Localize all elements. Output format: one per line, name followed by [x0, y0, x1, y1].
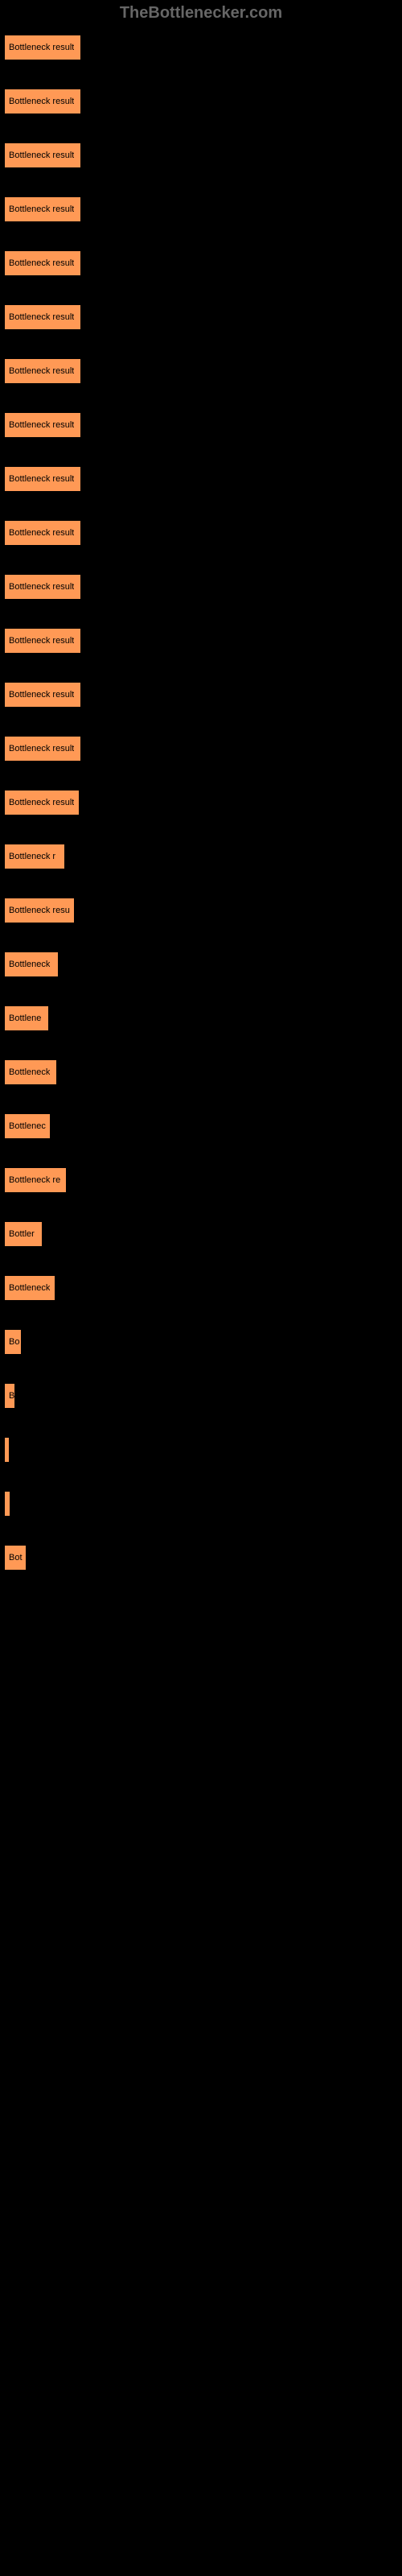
bar-label: Bottleneck result — [9, 690, 74, 700]
chart-row: Bot — [4, 1545, 398, 1571]
chart-row: Bottleneck result — [4, 142, 398, 168]
chart-row: Bottleneck re — [4, 1167, 398, 1193]
chart-bar[interactable]: Bottleneck result — [4, 790, 80, 815]
bar-label: Bottleneck result — [9, 798, 74, 807]
chart-bar[interactable]: Bottleneck r — [4, 844, 65, 869]
bar-label: Bottlene — [9, 1013, 41, 1023]
chart-bar[interactable]: Bottleneck result — [4, 250, 81, 276]
bar-label: Bottleneck result — [9, 474, 74, 484]
chart-row: Bottleneck result — [4, 790, 398, 815]
chart-row: Bottleneck result — [4, 520, 398, 546]
chart-bar[interactable]: Bottleneck result — [4, 574, 81, 600]
chart-bar[interactable]: Bottler — [4, 1221, 43, 1247]
chart-row: Bottleneck — [4, 1275, 398, 1301]
bar-label: Bottleneck resu — [9, 906, 70, 915]
bar-label: Bottleneck — [9, 1283, 50, 1293]
bar-label: Bottleneck — [9, 1067, 50, 1077]
chart-bar[interactable]: Bottleneck result — [4, 412, 81, 438]
chart-bar[interactable]: Bot — [4, 1545, 27, 1571]
bar-chart: Bottleneck result Bottleneck result Bottle… — [0, 27, 402, 1607]
bar-label: Bottleneck result — [9, 420, 74, 430]
chart-bar[interactable]: Bottleneck — [4, 1059, 57, 1085]
chart-bar[interactable]: Bottleneck result — [4, 682, 81, 708]
chart-bar[interactable] — [4, 1437, 10, 1463]
bar-label: Bottleneck result — [9, 528, 74, 538]
chart-row: B — [4, 1383, 398, 1409]
chart-row: Bottleneck result — [4, 574, 398, 600]
chart-row — [4, 1491, 398, 1517]
chart-row: Bottlenec — [4, 1113, 398, 1139]
chart-row: Bottleneck result — [4, 736, 398, 762]
header: TheBottlenecker.com — [0, 0, 402, 27]
site-title: TheBottlenecker.com — [120, 4, 282, 22]
chart-row: Bottleneck resu — [4, 898, 398, 923]
bar-label: Bottleneck result — [9, 43, 74, 52]
chart-row: Bottleneck result — [4, 628, 398, 654]
bar-label: B — [9, 1391, 14, 1401]
bar-label: Bottleneck result — [9, 97, 74, 106]
bar-label: Bottleneck result — [9, 151, 74, 160]
chart-row: Bottleneck result — [4, 304, 398, 330]
chart-bar[interactable]: Bottleneck re — [4, 1167, 67, 1193]
bar-label: Bottleneck result — [9, 204, 74, 214]
chart-bar[interactable]: Bottleneck — [4, 1275, 55, 1301]
chart-bar[interactable]: Bottleneck result — [4, 35, 81, 60]
chart-bar[interactable]: Bottleneck result — [4, 628, 81, 654]
chart-row: Bottleneck result — [4, 466, 398, 492]
bar-label: Bottler — [9, 1229, 35, 1239]
bar-label: Bottleneck result — [9, 636, 74, 646]
chart-bar[interactable]: Bottlene — [4, 1005, 49, 1031]
chart-bar[interactable]: Bottleneck resu — [4, 898, 75, 923]
chart-row: Bottleneck result — [4, 682, 398, 708]
bar-label: Bottleneck — [9, 960, 50, 969]
chart-bar[interactable]: Bo — [4, 1329, 22, 1355]
chart-bar[interactable]: Bottleneck result — [4, 520, 81, 546]
chart-bar[interactable]: Bottleneck — [4, 952, 59, 977]
chart-row: Bottleneck result — [4, 358, 398, 384]
bar-label: Bottleneck result — [9, 312, 74, 322]
bar-label: Bottlenec — [9, 1121, 46, 1131]
chart-row: Bottleneck r — [4, 844, 398, 869]
chart-bar[interactable]: Bottleneck result — [4, 142, 81, 168]
chart-row: Bottleneck result — [4, 196, 398, 222]
chart-bar[interactable]: Bottlenec — [4, 1113, 51, 1139]
chart-row: Bottlene — [4, 1005, 398, 1031]
bar-label: Bo — [9, 1337, 19, 1347]
chart-bar[interactable]: Bottleneck result — [4, 304, 81, 330]
chart-row: Bottleneck result — [4, 89, 398, 114]
chart-bar[interactable] — [4, 1491, 10, 1517]
chart-row: Bottleneck — [4, 952, 398, 977]
chart-bar[interactable]: Bottleneck result — [4, 466, 81, 492]
chart-row: Bottleneck — [4, 1059, 398, 1085]
bar-label: Bottleneck r — [9, 852, 55, 861]
chart-row: Bo — [4, 1329, 398, 1355]
bar-label: Bottleneck result — [9, 582, 74, 592]
bar-label: Bottleneck result — [9, 366, 74, 376]
chart-bar[interactable]: Bottleneck result — [4, 196, 81, 222]
chart-bar[interactable]: B — [4, 1383, 15, 1409]
chart-row: Bottleneck result — [4, 412, 398, 438]
bar-label: Bot — [9, 1553, 23, 1563]
chart-bar[interactable]: Bottleneck result — [4, 89, 81, 114]
chart-row: Bottleneck result — [4, 250, 398, 276]
chart-bar[interactable]: Bottleneck result — [4, 358, 81, 384]
chart-row: Bottler — [4, 1221, 398, 1247]
bar-label: Bottleneck result — [9, 258, 74, 268]
bar-label: Bottleneck result — [9, 744, 74, 753]
chart-bar[interactable]: Bottleneck result — [4, 736, 81, 762]
chart-row: Bottleneck result — [4, 35, 398, 60]
chart-row — [4, 1437, 398, 1463]
bar-label: Bottleneck re — [9, 1175, 60, 1185]
